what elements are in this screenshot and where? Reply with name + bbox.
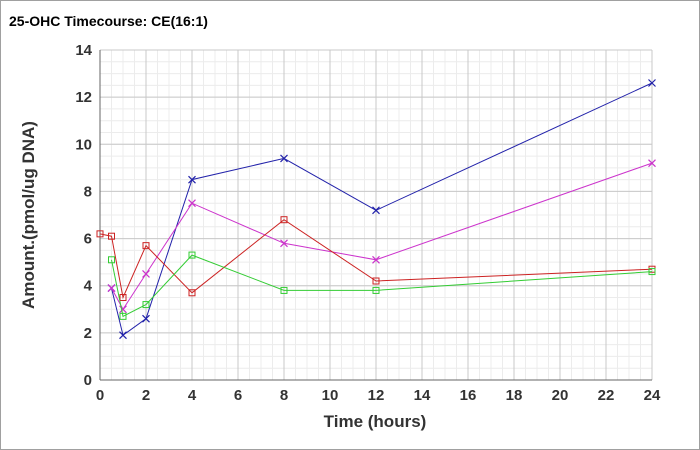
y-axis-label: Amount.(pmol/ug DNA)	[19, 121, 38, 309]
data-point	[119, 294, 127, 301]
series-line	[99, 219, 653, 300]
series-3	[96, 216, 656, 301]
x-tick-label: 16	[460, 387, 477, 404]
data-point	[648, 79, 656, 87]
x-axis-label: Time (hours)	[324, 412, 427, 431]
series-4	[108, 251, 656, 320]
y-tick-label: 0	[84, 372, 92, 389]
axes	[99, 50, 652, 381]
y-tick-label: 6	[84, 231, 92, 248]
data-point	[372, 277, 380, 285]
y-tick-label: 4	[84, 278, 93, 295]
data-point	[142, 242, 150, 250]
data-point	[108, 232, 115, 240]
x-tick-label: 6	[234, 387, 242, 404]
data-point	[142, 314, 150, 323]
x-tick-label: 18	[506, 387, 523, 404]
x-tick-label: 8	[280, 387, 288, 404]
series-1	[107, 79, 656, 340]
x-tick-label: 0	[96, 387, 104, 404]
y-tick-label: 8	[84, 183, 92, 200]
y-tick-label: 2	[84, 325, 92, 342]
data-point	[108, 256, 115, 264]
data-point	[280, 239, 288, 248]
data-point	[188, 199, 196, 208]
y-tick-label: 14	[75, 42, 92, 59]
grid	[99, 49, 653, 381]
data-point	[119, 331, 127, 340]
data-point	[96, 230, 104, 238]
data-point	[280, 154, 288, 163]
x-tick-label: 24	[644, 387, 661, 404]
series-layer	[96, 79, 656, 340]
x-tick-label: 2	[142, 387, 150, 404]
data-point	[648, 159, 656, 168]
data-point	[372, 255, 380, 264]
chart-title: 25-OHC Timecourse: CE(16:1)	[9, 13, 208, 29]
x-tick-label: 14	[414, 387, 431, 404]
data-point	[648, 268, 656, 276]
x-tick-label: 12	[368, 387, 385, 404]
series-line	[111, 254, 653, 318]
x-tick-label: 10	[322, 387, 339, 404]
data-point	[188, 175, 196, 184]
data-point	[119, 312, 127, 320]
data-point	[280, 216, 288, 224]
x-tick-label: 20	[552, 387, 569, 404]
x-tick-label: 22	[598, 387, 615, 404]
data-point	[188, 251, 196, 259]
data-point	[142, 270, 150, 278]
data-point	[372, 286, 380, 294]
data-point	[142, 301, 150, 309]
data-point	[372, 206, 380, 215]
x-tick-label: 4	[188, 387, 197, 404]
data-point	[107, 284, 116, 292]
y-tick-label: 10	[75, 136, 92, 153]
series-line	[111, 162, 653, 311]
data-point	[280, 286, 288, 294]
y-tick-label: 12	[75, 89, 92, 106]
data-point	[188, 289, 196, 297]
